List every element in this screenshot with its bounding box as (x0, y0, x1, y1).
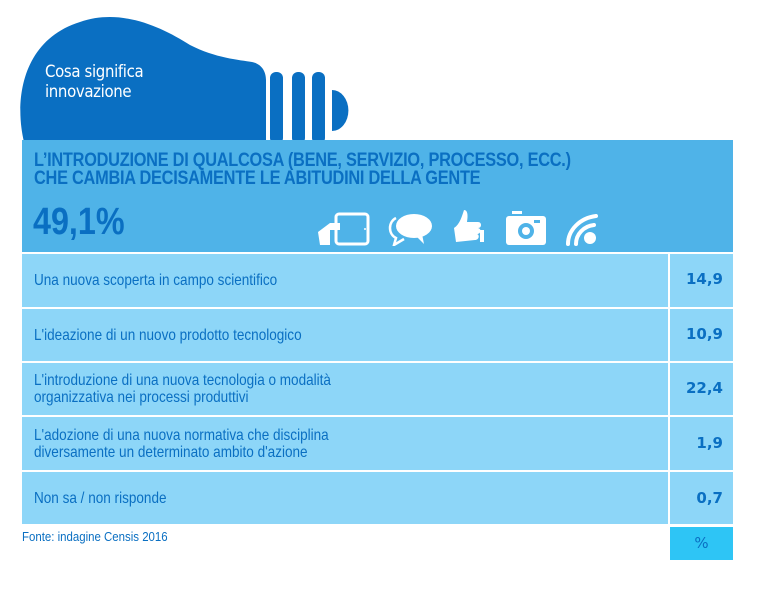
row-label-line1: L'introduzione di una nuova tecnologia o… (34, 372, 331, 389)
table-row: Una nuova scoperta in campo scientifico … (22, 254, 733, 307)
row-value: 22,4 (670, 363, 733, 415)
row-label: Una nuova scoperta in campo scientifico (22, 254, 668, 307)
definition-title-line1: L’INTRODUZIONE DI QUALCOSA (BENE, SERVIZ… (34, 150, 571, 171)
definition-percentage: 49,1% (33, 201, 125, 243)
row-label-line1: L'adozione di una nuova normativa che di… (34, 426, 329, 444)
table-row: Non sa / non risponde 0,7 (22, 472, 733, 524)
table-row: L'adozione di una nuova normativa che di… (22, 417, 733, 470)
table-row: L'introduzione di una nuova tecnologia o… (22, 363, 733, 415)
camera-icon (506, 211, 546, 245)
row-label: L'introduzione di una nuova tecnologia o… (22, 363, 668, 415)
row-label: L'ideazione di un nuovo prodotto tecnolo… (22, 309, 668, 361)
row-value: 10,9 (670, 309, 733, 361)
row-value: 0,7 (670, 472, 733, 524)
row-label-line1: Una nuova scoperta in campo scientifico (34, 272, 278, 289)
row-value: 1,9 (670, 417, 733, 470)
bulb-title-line1: Cosa significa (45, 62, 144, 82)
row-label-line2: diversamente un determinato ambito d'azi… (34, 443, 308, 461)
wifi-signal-icon (566, 214, 598, 246)
definition-title-line2: CHE CAMBIA DECISAMENTE LE ABITUDINI DELL… (34, 168, 481, 189)
tablet-touch-icon (318, 212, 370, 246)
row-label: L'adozione di una nuova normativa che di… (22, 417, 668, 470)
bulb-title: Cosa significa innovazione (45, 62, 144, 102)
definition-title: L’INTRODUZIONE DI QUALCOSA (BENE, SERVIZ… (34, 150, 571, 189)
icon-row (316, 210, 600, 246)
row-value: 14,9 (670, 254, 733, 307)
definition-header: L’INTRODUZIONE DI QUALCOSA (BENE, SERVIZ… (22, 140, 733, 252)
row-label-line1: Non sa / non risponde (34, 489, 167, 507)
row-label-line2: organizzativa nei processi produttivi (34, 389, 249, 406)
source-note: Fonte: indagine Censis 2016 (22, 529, 168, 544)
lightbulb-graphic (20, 17, 349, 144)
unit-label: % (670, 527, 733, 560)
row-label: Non sa / non risponde (22, 472, 668, 524)
table-row: L'ideazione di un nuovo prodotto tecnolo… (22, 309, 733, 361)
row-label-line1: L'ideazione di un nuovo prodotto tecnolo… (34, 326, 302, 344)
bulb-title-line2: innovazione (45, 82, 132, 102)
thumbs-up-icon (454, 210, 484, 242)
chat-bubbles-icon (388, 214, 432, 246)
